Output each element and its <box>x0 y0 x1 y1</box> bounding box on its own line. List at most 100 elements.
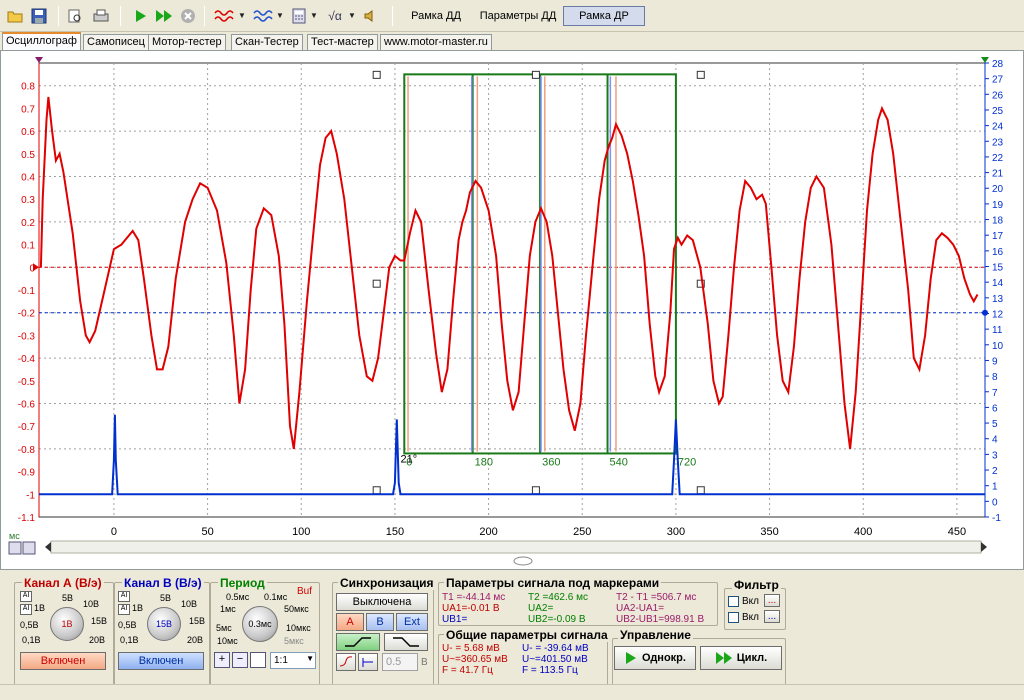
y-right-tick-label: 12 <box>992 309 1004 320</box>
play-icon <box>626 652 637 664</box>
open-folder-icon[interactable] <box>4 5 26 27</box>
y-left-tick-label: -0.1 <box>18 286 36 297</box>
sync-level-input[interactable]: 0.5 <box>382 653 418 671</box>
x-tick-label: 0 <box>111 526 117 538</box>
sync-state-button[interactable]: Выключена <box>336 593 428 611</box>
resize-handle[interactable] <box>372 70 381 79</box>
sync-channel-a-button[interactable]: A <box>336 613 364 631</box>
filter-a-more-button[interactable]: ... <box>764 594 780 607</box>
y-left-tick-label: 0.3 <box>21 195 35 206</box>
page-icon[interactable] <box>250 652 266 668</box>
auto-a-icon[interactable]: AI <box>20 591 32 602</box>
collapse-panel-icon[interactable] <box>513 556 533 566</box>
frame-dd-button[interactable]: Рамка ДД <box>411 10 461 22</box>
x-tick-label: 150 <box>386 526 404 538</box>
auto-b-icon[interactable]: AI <box>118 591 130 602</box>
t2-value: T2 =462.6 мс <box>528 592 588 603</box>
tab-test-master[interactable]: Тест-мастер <box>307 34 378 51</box>
y-left-tick-label: -0.5 <box>18 377 36 388</box>
y-left-tick-label: -1 <box>26 490 35 501</box>
print-icon[interactable] <box>90 5 112 27</box>
ua2-value: UA2= <box>528 603 554 614</box>
math-icon[interactable]: √α <box>328 9 342 23</box>
resize-handle[interactable] <box>696 70 705 79</box>
calculator-icon[interactable] <box>288 5 310 27</box>
frame-angle-label: 0 <box>406 456 412 468</box>
sound-icon[interactable] <box>360 5 382 27</box>
save-icon[interactable] <box>28 5 50 27</box>
y-left-tick-label: 0.4 <box>21 173 35 184</box>
y-right-tick-label: 28 <box>992 59 1004 70</box>
scroll-right-icon[interactable] <box>981 542 987 552</box>
period-scale: 5мкс <box>284 636 304 646</box>
auto-b2-icon[interactable]: AI <box>118 604 130 615</box>
tab-website[interactable]: www.motor-master.ru <box>380 34 492 51</box>
channel-b-enable-button[interactable]: Включен <box>118 652 204 670</box>
params-dd-button[interactable]: Параметры ДД <box>479 10 557 22</box>
scale-label: 15В <box>91 616 108 626</box>
channel-a-scale-knob[interactable]: 1В <box>50 607 84 641</box>
play-fast-icon[interactable] <box>153 5 175 27</box>
y-right-tick-label: 20 <box>992 184 1004 195</box>
y-right-tick-label: 6 <box>992 403 998 414</box>
falling-edge-icon[interactable] <box>384 633 428 651</box>
stop-icon[interactable] <box>177 5 199 27</box>
zoom-x-in-button[interactable] <box>8 541 22 555</box>
frame-angle-label: 720 <box>678 456 696 468</box>
resize-handle[interactable] <box>372 279 381 288</box>
print-preview-icon[interactable] <box>64 5 86 27</box>
zoom-x-out-button[interactable] <box>22 541 36 555</box>
frame-dr-button[interactable]: Рамка ДР <box>563 6 645 26</box>
frame-angle-label: 360 <box>542 456 560 468</box>
filter-b-more-button[interactable]: ... <box>764 610 780 623</box>
y-right-tick-label: 13 <box>992 294 1004 305</box>
channel-b-scale-knob[interactable]: 15В <box>147 607 181 641</box>
sync-channel-b-button[interactable]: B <box>366 613 394 631</box>
x-tick-label: 300 <box>667 526 685 538</box>
period-scale: 0.5мс <box>226 592 250 602</box>
horizontal-scrollbar[interactable] <box>50 540 982 554</box>
channel-a-enable-button[interactable]: Включен <box>20 652 106 670</box>
y-left-tick-label: 0.7 <box>21 104 35 115</box>
sync-mode2-icon[interactable] <box>358 653 378 671</box>
period-knob[interactable]: 0.3мс <box>242 606 278 642</box>
scale-label: 20В <box>89 635 106 645</box>
tab-oscilloscope[interactable]: Осциллограф <box>2 32 81 51</box>
tab-scan-tester[interactable]: Скан-Тестер <box>231 34 303 51</box>
auto-a2-icon[interactable]: AI <box>20 604 32 615</box>
tab-motor-tester[interactable]: Мотор-тестер <box>148 34 226 51</box>
single-run-button[interactable]: Однокр. <box>614 646 696 670</box>
sync-mode1-icon[interactable] <box>336 653 356 671</box>
x-tick-label: 400 <box>854 526 872 538</box>
wave-b-icon[interactable] <box>252 5 274 27</box>
sync-ext-button[interactable]: Ext <box>396 613 428 631</box>
wave-a-icon[interactable] <box>213 5 235 27</box>
filter-b-checkbox[interactable] <box>728 612 739 623</box>
x-tick-label: 250 <box>573 526 591 538</box>
period-scale: 10мкс <box>286 623 311 633</box>
resize-handle[interactable] <box>531 486 540 495</box>
y-right-tick-label: 24 <box>992 122 1004 133</box>
cycle-run-button[interactable]: Цикл. <box>700 646 782 670</box>
scroll-left-icon[interactable] <box>45 542 51 552</box>
play-icon[interactable] <box>130 5 152 27</box>
ua1-value: UA1=-0.01 В <box>442 603 500 614</box>
rising-edge-icon[interactable] <box>336 633 380 651</box>
resize-handle[interactable] <box>696 279 705 288</box>
angle-annotation: 21° <box>401 454 418 466</box>
x-tick-label: 350 <box>760 526 778 538</box>
period-scale: 0.1мс <box>264 592 288 602</box>
resize-handle[interactable] <box>696 486 705 495</box>
x-unit-label: мс <box>9 531 20 541</box>
zoom-out-icon[interactable]: − <box>232 652 248 668</box>
resize-handle[interactable] <box>531 70 540 79</box>
y-left-tick-label: -0.6 <box>18 400 36 411</box>
tab-recorder[interactable]: Самописец <box>83 34 149 51</box>
period-scale: 5мс <box>216 623 232 633</box>
y-left-tick-label: -0.9 <box>18 468 36 479</box>
zoom-in-icon[interactable]: + <box>214 652 230 668</box>
resize-handle[interactable] <box>372 486 381 495</box>
filter-a-checkbox[interactable] <box>728 596 739 607</box>
oscillogram-chart[interactable]: 0 50 100 150 200 250 300 350 400 4500.80.70.60.50… <box>1 51 1023 569</box>
zoom-select[interactable]: 1:1 ▼ <box>270 652 316 669</box>
